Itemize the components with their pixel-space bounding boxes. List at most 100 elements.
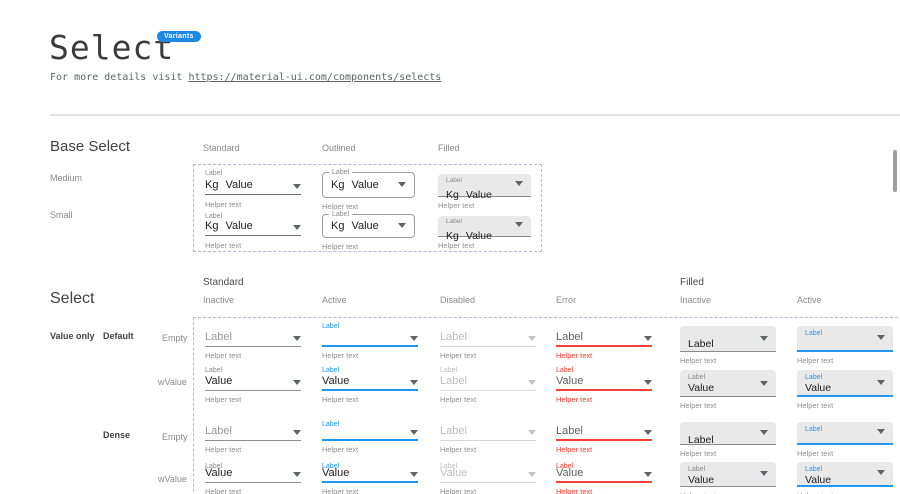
select-filled-inactive-wvalue[interactable]: Label Value Helper text bbox=[680, 370, 776, 410]
base-filled-medium-select[interactable]: Label Kg Value Helper text bbox=[438, 174, 531, 210]
dropdown-arrow-icon bbox=[293, 336, 301, 341]
dropdown-arrow-icon bbox=[293, 184, 301, 189]
select-heading: Select bbox=[50, 290, 95, 307]
dropdown-arrow-icon bbox=[293, 472, 301, 477]
helper-text: Helper text bbox=[680, 401, 717, 410]
select-standard-active-empty-dense[interactable]: Label Helper text bbox=[322, 420, 418, 454]
floating-label: Label bbox=[805, 426, 823, 433]
adornment: Kg bbox=[331, 179, 345, 191]
select-value: Value bbox=[688, 474, 715, 486]
subtitle-text: For more details visit bbox=[50, 72, 183, 83]
select-value: Label bbox=[205, 331, 232, 343]
dropdown-arrow-icon bbox=[410, 472, 418, 477]
helper-text: Helper text bbox=[205, 395, 242, 404]
helper-text: Helper text bbox=[797, 491, 893, 494]
select-matrix-frame bbox=[193, 317, 900, 494]
state-header-filled-inactive: Inactive bbox=[680, 295, 712, 305]
column-header-filled: Filled bbox=[438, 143, 460, 153]
select-filled-inactive-empty[interactable]: Label Helper text bbox=[680, 326, 776, 365]
select-filled-active-wvalue-dense[interactable]: Label Value Helper text bbox=[797, 462, 893, 494]
select-standard-active-empty[interactable]: Label Helper text bbox=[322, 322, 418, 360]
select-standard-error-wvalue-dense[interactable]: Label Value Helper text bbox=[556, 462, 652, 494]
select-value: Label bbox=[688, 338, 714, 350]
helper-text: Helper text bbox=[322, 202, 359, 211]
select-value: Value bbox=[805, 474, 832, 486]
select-standard-active-wvalue[interactable]: Label Value Helper text bbox=[322, 366, 418, 404]
select-filled-active-wvalue[interactable]: Label Value Helper text bbox=[797, 370, 893, 410]
dropdown-arrow-icon bbox=[644, 380, 652, 385]
select-value: Label bbox=[440, 425, 467, 437]
dropdown-arrow-icon bbox=[398, 222, 406, 228]
dropdown-arrow-icon bbox=[760, 471, 768, 476]
adornment: Kg bbox=[331, 220, 345, 232]
select-value: Value bbox=[322, 375, 350, 387]
dropdown-arrow-icon bbox=[644, 430, 652, 435]
select-value: Label bbox=[440, 375, 467, 387]
helper-text: Helper text bbox=[322, 395, 359, 404]
material-ui-link[interactable]: https://material-ui.com/components/selec… bbox=[188, 72, 442, 83]
helper-text: Helper text bbox=[680, 356, 717, 365]
helper-text: Helper text bbox=[322, 487, 359, 494]
select-standard-inactive-empty[interactable]: Label Helper text bbox=[205, 322, 301, 360]
floating-label: Label bbox=[322, 421, 340, 428]
helper-text: Helper text bbox=[440, 445, 477, 454]
select-value: Value bbox=[205, 375, 233, 387]
select-standard-error-empty-dense[interactable]: Label Helper text bbox=[556, 420, 652, 454]
select-value: Label bbox=[556, 331, 583, 343]
base-standard-small-select[interactable]: Label Kg Value Helper text bbox=[205, 212, 301, 250]
select-standard-inactive-wvalue-dense[interactable]: Label Value Helper text bbox=[205, 462, 301, 494]
floating-label: Label bbox=[805, 330, 823, 337]
select-value: Kg Value bbox=[205, 220, 253, 232]
select-standard-active-wvalue-dense[interactable]: Label Value Helper text bbox=[322, 462, 418, 494]
base-standard-medium-select[interactable]: Label Kg Value Helper text bbox=[205, 169, 301, 209]
adornment: Kg bbox=[446, 189, 459, 201]
floating-label: Label bbox=[446, 218, 462, 225]
helper-text: Helper text bbox=[438, 241, 475, 250]
base-filled-small-select[interactable]: Label Kg Value Helper text bbox=[438, 216, 531, 250]
select-standard-inactive-wvalue[interactable]: Label Value Helper text bbox=[205, 366, 301, 404]
helper-text: Helper text bbox=[680, 491, 776, 494]
dropdown-arrow-icon bbox=[877, 335, 885, 340]
vertical-scrollbar-thumb[interactable] bbox=[893, 150, 897, 192]
state-header-inactive: Inactive bbox=[203, 295, 235, 305]
floating-label: Label bbox=[205, 213, 223, 220]
dropdown-arrow-icon bbox=[398, 181, 406, 187]
dropdown-arrow-icon bbox=[528, 430, 536, 435]
select-value: Kg Value bbox=[331, 220, 379, 232]
row-kind-wvalue-dense: wValue bbox=[158, 474, 187, 484]
floating-label: Label bbox=[556, 367, 574, 374]
floating-label: Label bbox=[556, 463, 574, 470]
floating-label bbox=[205, 322, 301, 331]
select-value: Kg Value bbox=[446, 189, 492, 201]
helper-text: Helper text bbox=[556, 395, 593, 404]
floating-label: Label bbox=[329, 168, 353, 177]
floating-label: Label bbox=[805, 374, 823, 381]
base-outlined-small-select[interactable]: Label Kg Value Helper text bbox=[322, 210, 415, 251]
select-standard-error-wvalue[interactable]: Label Value Helper text bbox=[556, 366, 652, 404]
select-value: Label bbox=[688, 434, 714, 446]
variants-badge: Variants bbox=[157, 31, 201, 42]
row-variant-default: Default bbox=[103, 331, 134, 341]
select-filled-inactive-wvalue-dense[interactable]: Label Value Helper text bbox=[680, 462, 776, 494]
floating-label: Label bbox=[446, 177, 462, 184]
select-value: Value bbox=[805, 382, 832, 394]
helper-text: Helper text bbox=[322, 351, 359, 360]
helper-text: Helper text bbox=[205, 241, 242, 250]
select-standard-inactive-empty-dense[interactable]: Label Helper text bbox=[205, 420, 301, 454]
select-value: Kg Value bbox=[446, 230, 492, 242]
select-filled-active-empty[interactable]: Label Helper text bbox=[797, 326, 893, 365]
select-filled-active-empty-dense[interactable]: Label Helper text bbox=[797, 422, 893, 458]
select-filled-inactive-empty-dense[interactable]: Label Helper text bbox=[680, 422, 776, 458]
select-value: Value bbox=[205, 467, 233, 479]
select-value: Value bbox=[688, 382, 715, 394]
floating-label: Label bbox=[322, 323, 340, 330]
floating-label: Label bbox=[440, 367, 458, 374]
select-value: Value bbox=[556, 375, 584, 387]
row-label-medium: Medium bbox=[50, 173, 83, 183]
floating-label: Label bbox=[440, 463, 458, 470]
base-outlined-medium-select[interactable]: Label Kg Value Helper text bbox=[322, 168, 415, 211]
row-kind-wvalue: wValue bbox=[158, 377, 187, 387]
floating-label: Label bbox=[205, 170, 223, 177]
select-standard-error-empty[interactable]: Label Helper text bbox=[556, 322, 652, 360]
